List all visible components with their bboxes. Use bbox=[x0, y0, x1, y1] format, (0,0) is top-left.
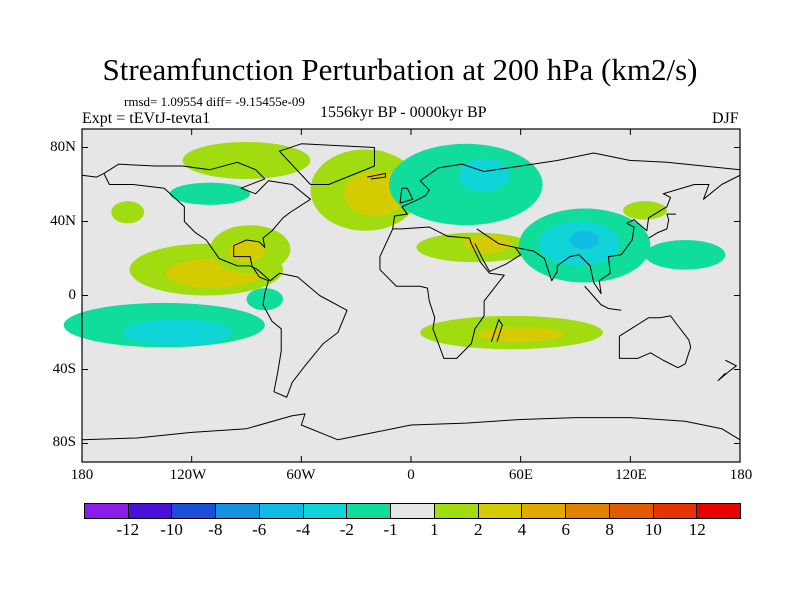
experiment-label: Expt = tEVtJ-tevta1 bbox=[82, 110, 211, 127]
colorbar-swatch bbox=[347, 504, 392, 518]
colorbar-label: 4 bbox=[517, 520, 527, 539]
colorbar-swatch bbox=[85, 504, 129, 518]
colorbar bbox=[84, 503, 741, 519]
coastline bbox=[278, 143, 375, 185]
plot-title: Streamfunction Perturbation at 200 hPa (… bbox=[102, 52, 698, 87]
anomaly-contour bbox=[464, 234, 512, 253]
coastline bbox=[618, 315, 692, 369]
colorbar-label: 1 bbox=[430, 520, 439, 539]
colorbar-swatch bbox=[522, 504, 567, 518]
colorbar-swatch bbox=[478, 504, 523, 518]
colorbar-swatch bbox=[128, 504, 173, 518]
lon-label: 180 bbox=[70, 467, 94, 483]
coastline bbox=[103, 161, 348, 398]
lat-label: 0 bbox=[68, 287, 77, 303]
lon-label: 120E bbox=[615, 467, 647, 483]
colorbar-swatch bbox=[259, 504, 304, 518]
coastline bbox=[474, 228, 522, 272]
anomaly-contour bbox=[122, 319, 232, 346]
colorbar-label: 6 bbox=[561, 520, 571, 539]
colorbar-label: -1 bbox=[383, 520, 398, 539]
colorbar-swatch bbox=[566, 504, 610, 518]
coastline bbox=[81, 413, 741, 441]
anomaly-contour bbox=[458, 158, 510, 192]
coastline bbox=[717, 359, 737, 382]
colorbar-label: -2 bbox=[339, 520, 354, 539]
colorbar-label: -4 bbox=[295, 520, 311, 539]
anomaly-contour bbox=[169, 182, 251, 205]
coastline bbox=[584, 285, 622, 311]
anomaly-contour bbox=[570, 230, 600, 250]
anomaly-contour bbox=[476, 326, 565, 342]
season-label: DJF bbox=[712, 110, 739, 127]
stats-label: rmsd= 1.09554 diff= -9.15455e-09 bbox=[124, 94, 305, 109]
lon-label: 60E bbox=[508, 467, 534, 483]
period-label: 1556kyr BP - 0000kyr BP bbox=[320, 104, 487, 121]
lat-label: 40N bbox=[50, 213, 76, 229]
coastline bbox=[399, 187, 414, 204]
lat-label: 40S bbox=[52, 361, 76, 377]
colorbar-label: 2 bbox=[473, 520, 483, 539]
coastline bbox=[81, 172, 105, 178]
coastline bbox=[515, 174, 741, 295]
anomaly-contour bbox=[111, 201, 145, 224]
lat-label: 80S bbox=[52, 434, 76, 450]
lon-label: 180 bbox=[729, 467, 753, 483]
colorbar-swatch bbox=[303, 504, 348, 518]
colorbar-swatch bbox=[609, 504, 654, 518]
colorbar-label: -12 bbox=[116, 520, 140, 539]
colorbar-label: 8 bbox=[605, 520, 614, 539]
colorbar-label: 12 bbox=[688, 520, 706, 539]
coastline bbox=[379, 226, 505, 359]
colorbar-swatch bbox=[434, 504, 479, 518]
colorbar-swatch bbox=[697, 504, 741, 518]
anomaly-contour bbox=[623, 201, 667, 220]
colorbar-swatch bbox=[172, 504, 217, 518]
anomaly-contour bbox=[644, 240, 726, 270]
coastline bbox=[367, 172, 386, 180]
colorbar-swatch bbox=[653, 504, 698, 518]
coastline bbox=[648, 213, 677, 239]
colorbar-swatch bbox=[391, 504, 435, 518]
coastline bbox=[490, 319, 503, 342]
colorbar-swatch bbox=[216, 504, 260, 518]
colorbar-label: -10 bbox=[160, 520, 183, 539]
colorbar-label: -6 bbox=[252, 520, 267, 539]
lon-label: 60W bbox=[286, 467, 316, 483]
anomaly-contour bbox=[246, 288, 284, 311]
colorbar-label: 10 bbox=[644, 520, 662, 539]
colorbar-label: -8 bbox=[208, 520, 223, 539]
coastline bbox=[392, 152, 741, 229]
lon-label: 0 bbox=[407, 467, 415, 483]
anomaly-contour bbox=[182, 141, 311, 179]
lon-label: 120W bbox=[169, 467, 207, 483]
lat-label: 80N bbox=[50, 139, 76, 155]
